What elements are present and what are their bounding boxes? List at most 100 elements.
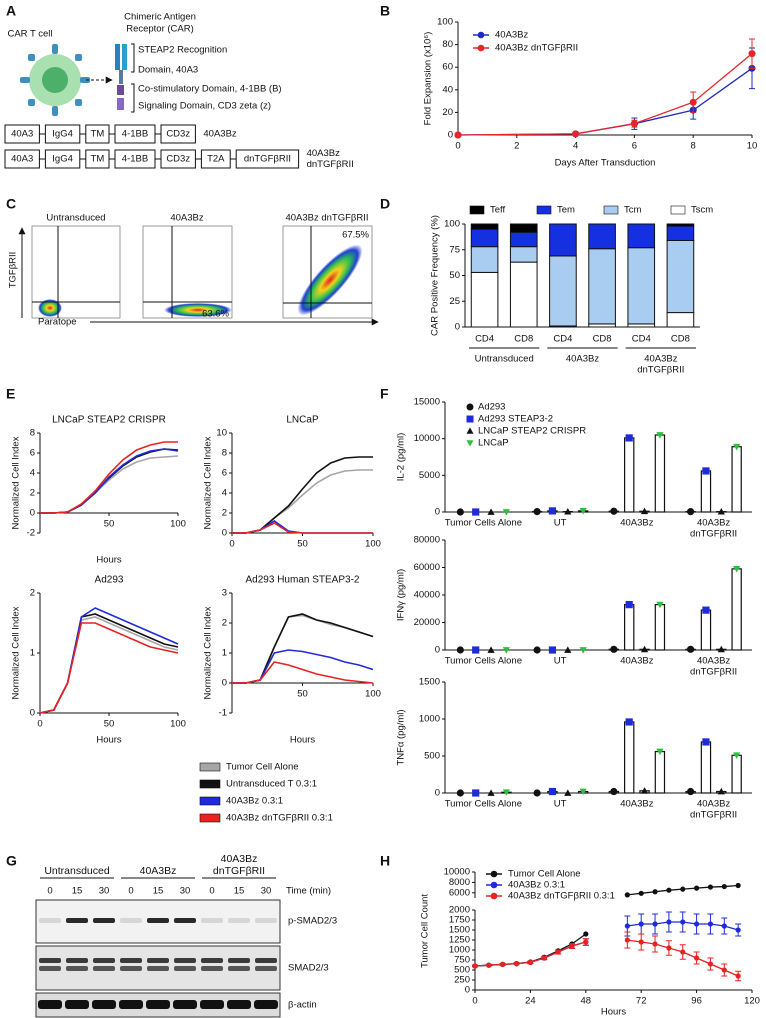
time-value: 30	[180, 886, 191, 897]
blot-band	[39, 966, 61, 971]
bar-segment	[666, 312, 695, 328]
series-line	[232, 522, 373, 534]
data-point	[533, 789, 541, 797]
data-point	[533, 508, 541, 516]
panel-label: B	[380, 3, 390, 19]
data-point	[500, 961, 506, 968]
group-label: dnTGFβRII	[637, 365, 684, 376]
blot-band	[201, 918, 223, 923]
legend-label: 40A3Bz 0.3:1	[226, 796, 283, 807]
data-point	[638, 921, 644, 927]
x-tick-label: 40A3Bz	[697, 518, 731, 529]
x-tick-label: CD4	[553, 334, 572, 345]
y-tick-label: 500	[454, 965, 470, 976]
legend-marker	[466, 427, 474, 434]
series-line	[40, 455, 179, 514]
blot-band	[200, 1000, 224, 1009]
data-point	[472, 508, 480, 516]
axis-label: TGFβRII	[8, 252, 19, 289]
data-point	[735, 882, 741, 889]
y-axis-label: CAR Positive Frequency (%)	[430, 215, 441, 336]
y-tick-label: 75	[449, 244, 460, 255]
blot-band	[228, 958, 250, 963]
x-tick-label: dnTGFβRII	[690, 667, 737, 678]
data-point	[533, 646, 541, 654]
legend-swatch	[199, 796, 221, 806]
data-point	[502, 789, 510, 796]
y-tick-label: 1750	[449, 915, 470, 926]
row-label: β-actin	[288, 1000, 317, 1011]
y-tick-label: 0	[30, 508, 35, 519]
panel-label: G	[6, 853, 17, 869]
y-tick-label: 1	[30, 648, 35, 659]
y-tick-label: 60	[442, 62, 453, 73]
data-point	[564, 789, 572, 796]
data-point	[733, 752, 741, 759]
x-tick-label: 0	[472, 996, 477, 1007]
data-point	[569, 943, 575, 949]
y-tick-label: 1500	[449, 925, 470, 936]
blot-band	[93, 918, 115, 923]
row-label: SMAD2/3	[288, 963, 329, 974]
blot-band	[120, 966, 142, 971]
data-point	[456, 789, 464, 797]
time-value: 0	[47, 886, 52, 897]
data-point	[610, 787, 618, 796]
blot-band	[147, 958, 169, 963]
x-tick-label: 50	[104, 519, 115, 530]
data-point	[624, 937, 630, 943]
series-line	[232, 469, 373, 534]
data-point	[487, 789, 495, 796]
y-axis-label: Normalized Cell Index	[11, 606, 22, 699]
data-point	[689, 98, 697, 106]
x-tick-label: Tumor Cells Alone	[445, 799, 522, 810]
legend-swatch	[199, 762, 221, 772]
data-point	[583, 939, 589, 945]
legend-label: 40A3Bz dnTGFβRII 0.3:1	[508, 891, 615, 902]
data-point	[548, 507, 557, 515]
x-tick-label: CD4	[632, 334, 651, 345]
bar-segment	[666, 239, 695, 314]
blot-band	[228, 966, 250, 971]
bar-segment	[588, 223, 616, 250]
domain-text: Co-stimulatory Domain, 4-1BB (B)	[138, 84, 282, 95]
y-tick-label: 500	[424, 751, 440, 762]
series-line	[39, 622, 179, 714]
x-tick-label: 0	[37, 719, 42, 730]
data-point	[694, 885, 700, 891]
data-point	[640, 645, 649, 653]
chart-title: Ad293 Human STEAP3-2	[246, 575, 360, 586]
y-tick-label: 40	[442, 84, 453, 95]
legend-marker	[477, 44, 485, 52]
panel-label: A	[6, 3, 16, 19]
blot-band	[66, 966, 88, 971]
legend-label: 40A3Bz dnTGFβRII 0.3:1	[226, 813, 333, 824]
construct-part-label: IgG4	[52, 154, 73, 165]
x-tick-label: 24	[525, 996, 536, 1007]
y-tick-label: 100	[437, 17, 453, 28]
x-axis-label: Hours	[601, 1007, 627, 1018]
car-t-illustration: CAR T cell Chimeric Antigen Receptor (CA…	[7, 12, 282, 116]
legend-marker	[466, 415, 474, 423]
x-tick-label: 100	[170, 719, 186, 730]
series-line	[39, 616, 179, 714]
blot-band	[146, 1000, 170, 1009]
y-tick-label: 6000	[449, 887, 470, 898]
bar	[654, 434, 666, 513]
construct-name: dnTGFβRII	[307, 159, 354, 170]
y-tick-label: 80000	[414, 535, 440, 546]
blot-band	[174, 958, 196, 963]
y-axis-label: Fold Expansion (x10⁶)	[423, 32, 434, 126]
y-tick-label: 1500	[419, 677, 440, 688]
y-tick-label: 60000	[414, 562, 440, 573]
y-tick-label: 6	[30, 448, 35, 459]
chart-title: Ad293	[95, 575, 124, 586]
y-tick-label: 5000	[419, 470, 440, 481]
legend-label: Tumor Cell Alone	[226, 762, 299, 773]
blot-band	[147, 918, 169, 923]
x-tick-label: 2	[514, 141, 519, 152]
data-point	[625, 434, 633, 442]
legend-marker	[466, 440, 474, 447]
y-tick-label: 20000	[414, 617, 440, 628]
